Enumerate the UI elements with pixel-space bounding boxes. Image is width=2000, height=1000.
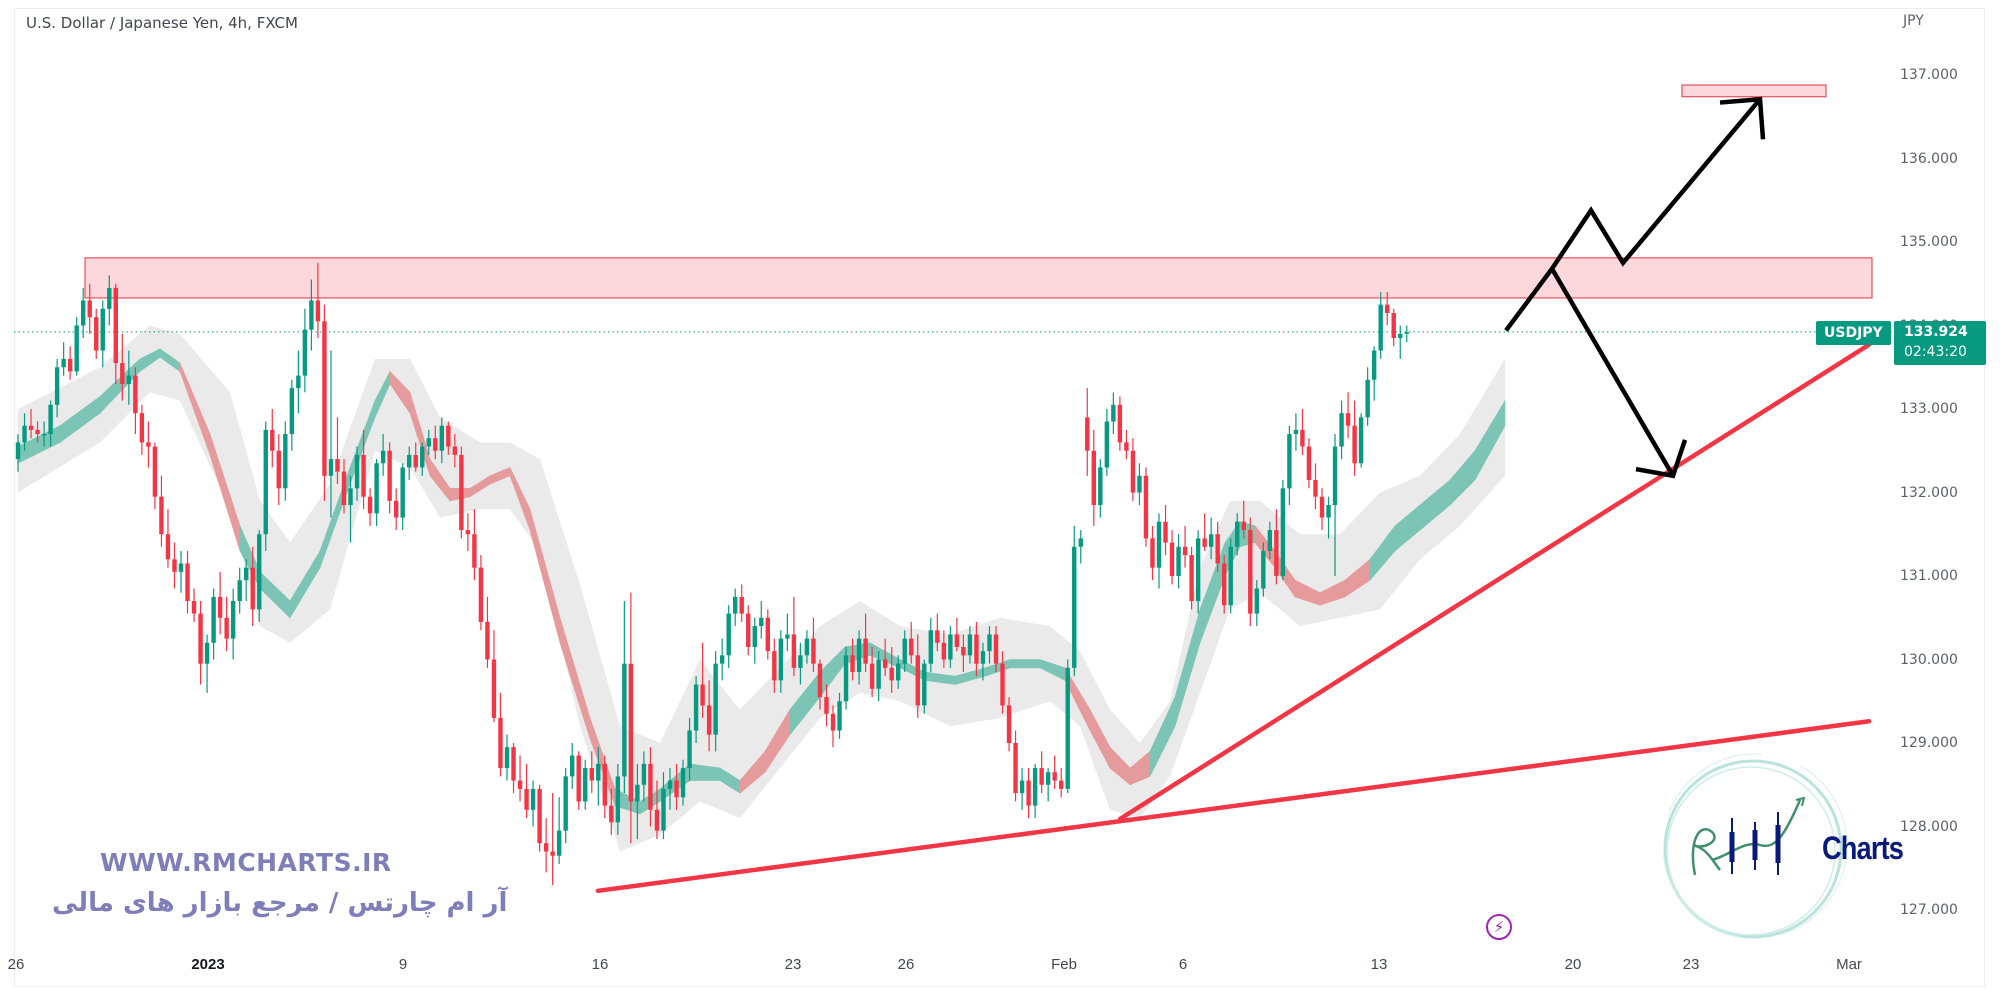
target-zone[interactable]	[1681, 84, 1827, 98]
watermark-persian: آر ام چارتس / مرجع بازار های مالی	[52, 888, 508, 918]
price-tick: 135.000	[1900, 234, 1958, 250]
bearish-path-arrowhead-icon	[1635, 439, 1688, 479]
time-tick: 23	[1682, 956, 1700, 973]
time-tick: 16	[591, 956, 609, 973]
bullish-path[interactable]	[1504, 97, 1762, 332]
lower-trendline[interactable]	[595, 719, 1872, 894]
price-zones[interactable]	[84, 84, 1873, 299]
trendlines[interactable]	[595, 342, 1872, 894]
time-tick: 2023	[191, 956, 225, 973]
resistance-zone[interactable]	[84, 257, 1873, 299]
price-tick: 127.000	[1900, 902, 1958, 918]
price-tick: 131.000	[1900, 568, 1958, 584]
last-price-badge: 133.924 02:43:20	[1894, 321, 1986, 365]
time-tick: 23	[784, 956, 802, 973]
logo-text: Charts	[1822, 830, 1904, 866]
logo-ring-icon	[1662, 753, 1848, 939]
candle-countdown: 02:43:20	[1904, 344, 1967, 360]
candlesticks	[15, 262, 1409, 885]
upper-trendline[interactable]	[1117, 342, 1872, 822]
price-tick: 128.000	[1900, 818, 1958, 835]
lightning-icon[interactable]: ⚡	[1486, 914, 1512, 940]
price-tick: 133.000	[1900, 401, 1958, 417]
time-tick: Feb	[1051, 956, 1077, 973]
time-tick: 26	[7, 956, 25, 973]
time-tick: 26	[897, 956, 915, 973]
price-axis-currency: JPY	[1903, 13, 1924, 29]
chart-title: U.S. Dollar / Japanese Yen, 4h, FXCM	[26, 14, 298, 32]
last-price-value: 133.924	[1904, 324, 1968, 340]
time-tick: 20	[1564, 956, 1582, 973]
watermark-url: WWW.RMCHARTS.IR	[100, 848, 392, 877]
bullish-path-arrowhead-icon	[1719, 96, 1766, 140]
time-tick: 6	[1178, 956, 1188, 973]
time-tick: Mar	[1836, 956, 1862, 973]
price-tick: 136.000	[1900, 150, 1958, 167]
price-tick: 130.000	[1900, 651, 1958, 668]
time-tick: 13	[1370, 956, 1388, 973]
indicator-ribbon	[17, 348, 1506, 815]
bearish-path[interactable]	[1550, 267, 1675, 477]
projection-arrows[interactable]	[1504, 96, 1766, 479]
price-tick: 132.000	[1900, 484, 1958, 501]
price-tick: 137.000	[1900, 67, 1958, 83]
price-tick: 129.000	[1900, 735, 1958, 751]
symbol-badge: USDJPY	[1816, 321, 1891, 345]
time-tick: 9	[398, 956, 408, 973]
